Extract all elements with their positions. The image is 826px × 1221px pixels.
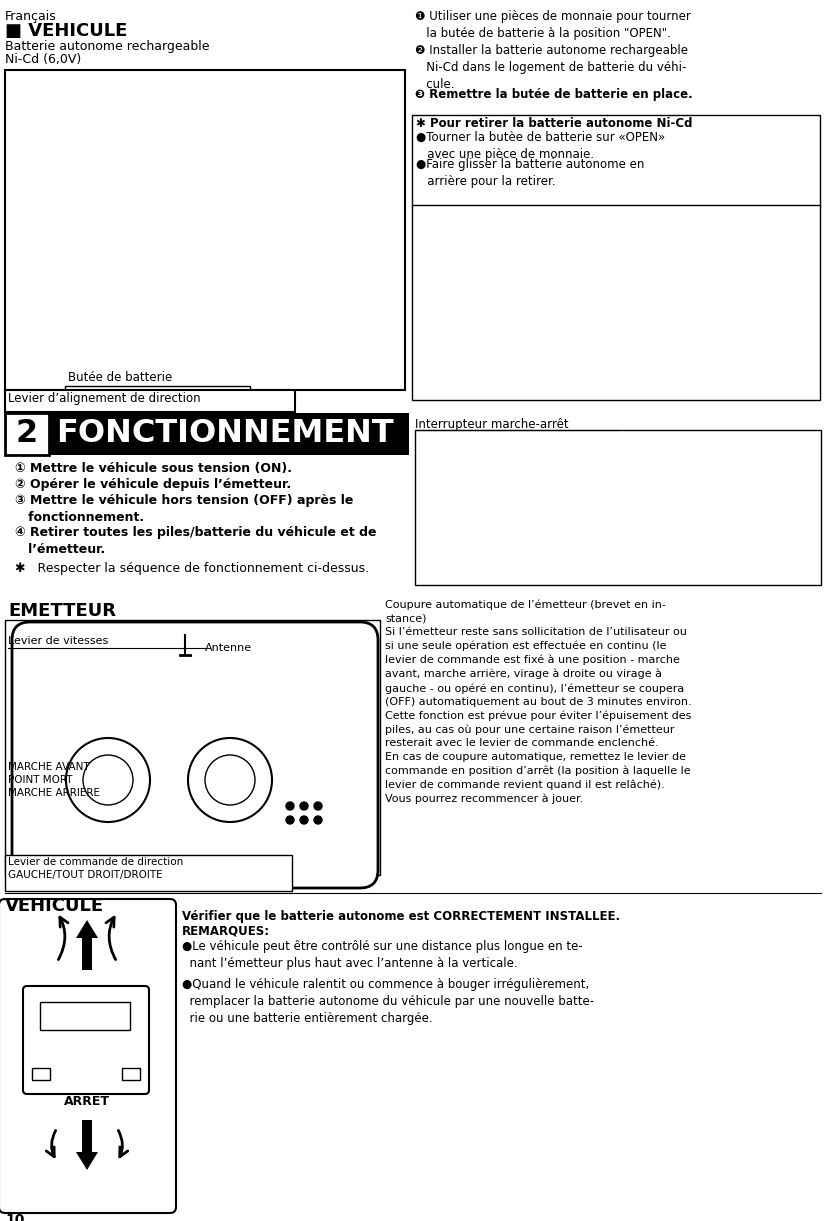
Circle shape bbox=[300, 802, 308, 810]
Text: Levier de commande de direction
GAUCHE/TOUT DROIT/DROITE: Levier de commande de direction GAUCHE/T… bbox=[8, 857, 183, 880]
Text: ARRET: ARRET bbox=[64, 1095, 110, 1107]
Bar bbox=[5, 620, 380, 875]
Text: Ni-Cd (6,0V): Ni-Cd (6,0V) bbox=[5, 53, 81, 66]
Text: EMETTEUR: EMETTEUR bbox=[8, 602, 116, 620]
Circle shape bbox=[188, 737, 272, 822]
Text: ✱ Pour retirer la batterie autonome Ni-Cd: ✱ Pour retirer la batterie autonome Ni-C… bbox=[416, 117, 692, 129]
Bar bbox=[32, 1068, 50, 1081]
Circle shape bbox=[314, 816, 322, 824]
Bar bbox=[122, 1068, 140, 1081]
Text: Levier d’alignement de direction: Levier d’alignement de direction bbox=[8, 392, 201, 405]
Bar bbox=[5, 855, 292, 891]
Text: Coupure automatique de l’émetteur (brevet en in-
stance)
Si l’émetteur reste san: Coupure automatique de l’émetteur (breve… bbox=[385, 600, 691, 803]
Text: Vérifier que le batterie autonome est CORRECTEMENT INSTALLEE.: Vérifier que le batterie autonome est CO… bbox=[182, 910, 620, 923]
Text: VEHICULE: VEHICULE bbox=[5, 897, 104, 915]
Circle shape bbox=[205, 755, 255, 805]
Bar bbox=[65, 386, 250, 407]
Text: Batterie autonome rechargeable: Batterie autonome rechargeable bbox=[5, 40, 210, 53]
Text: ② Opérer le véhicule depuis l’émetteur.: ② Opérer le véhicule depuis l’émetteur. bbox=[15, 477, 291, 491]
Text: ●Faire glisser la batterie autonome en
   arrière pour la retirer.: ●Faire glisser la batterie autonome en a… bbox=[416, 158, 644, 188]
Text: ●Quand le véhicule ralentit ou commence à bouger irrégulièrement,
  remplacer la: ●Quand le véhicule ralentit ou commence … bbox=[182, 978, 594, 1024]
Polygon shape bbox=[82, 938, 92, 969]
Text: ❶ Utiliser une pièces de monnaie pour tourner
   la butée de batterie à la posit: ❶ Utiliser une pièces de monnaie pour to… bbox=[415, 10, 691, 40]
Text: Antenne: Antenne bbox=[205, 643, 252, 653]
Text: REMARQUES:: REMARQUES: bbox=[182, 924, 270, 937]
Circle shape bbox=[286, 802, 294, 810]
Text: 10: 10 bbox=[5, 1212, 25, 1221]
Text: ① Mettre le véhicule sous tension (ON).: ① Mettre le véhicule sous tension (ON). bbox=[15, 462, 292, 475]
Text: ●Le véhicule peut être contrôlé sur une distance plus longue en te-
  nant l’éme: ●Le véhicule peut être contrôlé sur une … bbox=[182, 940, 583, 969]
Circle shape bbox=[66, 737, 150, 822]
Text: Interrupteur marche-arrêt: Interrupteur marche-arrêt bbox=[415, 418, 568, 431]
FancyBboxPatch shape bbox=[0, 899, 176, 1212]
Bar bbox=[5, 413, 409, 455]
Polygon shape bbox=[82, 1120, 92, 1151]
Text: ❷ Installer la batterie autonome rechargeable
   Ni-Cd dans le logement de batte: ❷ Installer la batterie autonome recharg… bbox=[415, 44, 688, 92]
Circle shape bbox=[83, 755, 133, 805]
Circle shape bbox=[286, 816, 294, 824]
Text: Butée de batterie: Butée de batterie bbox=[68, 371, 173, 383]
Text: MARCHE AVANT
POINT MORT
MARCHE ARRIERE: MARCHE AVANT POINT MORT MARCHE ARRIERE bbox=[8, 762, 100, 797]
Text: Français: Français bbox=[5, 10, 57, 23]
Text: ❸ Remettre la butée de batterie en place.: ❸ Remettre la butée de batterie en place… bbox=[415, 88, 693, 101]
Text: Levier de vitesses: Levier de vitesses bbox=[8, 636, 108, 646]
Circle shape bbox=[314, 802, 322, 810]
Text: ■ VEHICULE: ■ VEHICULE bbox=[5, 22, 127, 40]
Bar bbox=[415, 430, 821, 585]
Polygon shape bbox=[76, 919, 98, 938]
Text: 2: 2 bbox=[16, 419, 38, 449]
Bar bbox=[40, 1002, 130, 1031]
Bar bbox=[5, 70, 405, 389]
Text: ③ Mettre le véhicule hors tension (OFF) après le
   fonctionnement.: ③ Mettre le véhicule hors tension (OFF) … bbox=[15, 495, 354, 524]
FancyBboxPatch shape bbox=[23, 987, 149, 1094]
Circle shape bbox=[300, 816, 308, 824]
Bar bbox=[5, 389, 295, 411]
Polygon shape bbox=[76, 1151, 98, 1170]
Text: ✱   Respecter la séquence de fonctionnement ci-dessus.: ✱ Respecter la séquence de fonctionnemen… bbox=[15, 562, 369, 575]
Bar bbox=[412, 205, 820, 400]
Bar bbox=[412, 115, 820, 208]
Text: ④ Retirer toutes les piles/batterie du véhicule et de
   l’émetteur.: ④ Retirer toutes les piles/batterie du v… bbox=[15, 526, 377, 556]
Bar bbox=[5, 413, 49, 455]
FancyBboxPatch shape bbox=[12, 621, 378, 888]
Text: ●Tourner la butèe de batterie sur «OPEN»
   avec une pièce de monnaie.: ●Tourner la butèe de batterie sur «OPEN»… bbox=[416, 131, 665, 161]
Text: FONCTIONNEMENT: FONCTIONNEMENT bbox=[56, 419, 394, 449]
